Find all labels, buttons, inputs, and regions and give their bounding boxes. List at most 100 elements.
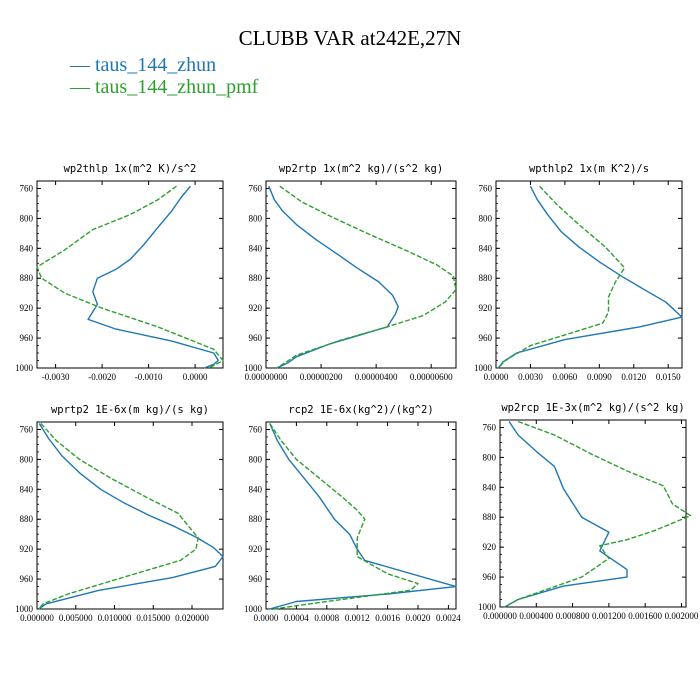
panel-title: rcp2 1E-6x(kg^2)/(kg^2) [288,404,433,416]
series-line-taus_144_zhun_pmf [36,185,224,369]
panel-title: wp2thlp 1x(m^2 K)/s^2 [64,163,197,175]
y-tick-label: 840 [483,482,497,492]
x-tick-label: -0.0010 [135,372,163,382]
y-tick-label: 760 [479,183,493,193]
y-tick-label: 1000 [478,602,497,612]
plot-frame [499,419,687,608]
panel-4: wprtp2 1E-6x(m kg)/(s kg) 760 800 840 880 920… [15,404,224,623]
y-tick-label: 960 [249,333,263,343]
y-tick-label: 1000 [15,604,34,614]
x-tick-label: 0.001200 [592,611,626,621]
y-tick-label: 920 [20,544,34,554]
y-tick-label: 840 [479,243,493,253]
y-tick-label: 960 [483,572,497,582]
series-line-taus_144_zhun_pmf [276,185,457,369]
x-tick-label: 0.0120 [621,372,646,382]
x-tick-label: 0.010000 [98,613,132,623]
x-tick-label: 0.000800 [556,611,590,621]
x-tick-label: 0.0012 [345,613,370,623]
y-tick-label: 760 [483,422,497,432]
series-line-taus_144_zhun_pmf [269,423,419,610]
panel-6: wp2rcp 1E-3x(m^2 kg)/(s^2 kg) 760 800 840 88… [478,402,699,621]
x-tick-label: 0.0004 [284,613,309,623]
y-tick-label: 760 [20,424,34,434]
y-tick-label: 880 [249,514,263,524]
panel-title: wp2rtp 1x(m^2 kg)/(s^2 kg) [279,163,443,175]
y-tick-label: 800 [20,213,34,223]
y-tick-label: 800 [249,454,263,464]
y-tick-label: 920 [479,303,493,313]
y-tick-label: 880 [20,273,34,283]
panel-title: wprtp2 1E-6x(m kg)/(s kg) [51,404,209,416]
y-tick-label: 960 [20,574,34,584]
legend: — taus_144_zhun — taus_144_zhun_pmf [70,54,258,98]
x-tick-label: 0.0000 [183,372,208,382]
series-line-taus_144_zhun [269,423,457,610]
x-tick-label: 0.00000200 [300,372,343,382]
x-tick-label: 0.0020 [406,613,431,623]
y-tick-label: 1000 [15,363,34,373]
legend-item-zhun-pmf: — taus_144_zhun_pmf [70,76,258,98]
y-tick-label: 1000 [474,363,493,373]
x-tick-label: 0.0000 [254,613,279,623]
y-tick-label: 920 [20,303,34,313]
x-tick-label: 0.00000000 [245,372,288,382]
panel-title: wpthlp2 1x(m K^2)/s [529,163,649,175]
y-tick-label: 960 [479,333,493,343]
x-tick-label: 0.00000600 [410,372,453,382]
y-tick-label: 960 [20,333,34,343]
legend-label-zhun: — taus_144_zhun [70,54,217,76]
y-tick-label: 840 [249,243,263,253]
series-line-taus_144_zhun_pmf [37,423,199,610]
x-tick-label: 0.000000 [20,613,54,623]
y-tick-label: 880 [479,273,493,283]
y-tick-label: 880 [20,514,34,524]
y-tick-label: 800 [249,213,263,223]
x-tick-label: 0.00000400 [355,372,398,382]
plot-frame [36,421,224,610]
y-tick-label: 920 [249,303,263,313]
x-tick-label: -0.0030 [42,372,70,382]
x-tick-label: 0.000400 [519,611,553,621]
y-tick-label: 760 [249,183,263,193]
x-tick-label: 0.000000 [483,611,517,621]
x-tick-label: 0.001600 [628,611,662,621]
x-tick-label: 0.0024 [436,613,461,623]
y-tick-label: 760 [20,183,34,193]
plot-frame [495,180,683,369]
y-tick-label: 920 [249,544,263,554]
series-line-taus_144_zhun [38,423,224,610]
x-tick-label: -0.0020 [88,372,116,382]
series-line-taus_144_zhun [504,421,628,608]
x-tick-label: 0.0008 [314,613,339,623]
y-tick-label: 920 [483,542,497,552]
x-tick-label: 0.005000 [59,613,93,623]
y-tick-label: 760 [249,424,263,434]
y-tick-label: 800 [20,454,34,464]
y-tick-label: 840 [249,484,263,494]
y-tick-label: 800 [483,452,497,462]
series-line-taus_144_zhun_pmf [504,420,692,608]
y-tick-label: 1000 [244,604,263,614]
x-tick-label: 0.002000 [665,611,699,621]
panel-5: rcp2 1E-6x(kg^2)/(kg^2) 760 800 840 880 920 96… [244,404,461,623]
legend-item-zhun: — taus_144_zhun [70,54,258,76]
x-tick-label: 0.015000 [136,613,170,623]
y-tick-label: 880 [483,512,497,522]
series-line-taus_144_zhun [87,185,220,369]
x-tick-label: 0.0150 [656,372,681,382]
panel-title: wp2rcp 1E-3x(m^2 kg)/(s^2 kg) [501,402,684,414]
series-line-taus_144_zhun [268,185,399,369]
x-tick-label: 0.0000 [484,372,509,382]
x-tick-label: 0.0016 [375,613,400,623]
y-tick-label: 840 [20,243,34,253]
y-tick-label: 1000 [244,363,263,373]
x-tick-label: 0.0030 [518,372,543,382]
x-tick-label: 0.020000 [175,613,209,623]
panel-2: wp2rtp 1x(m^2 kg)/(s^2 kg) 760 800 840 880 92… [244,163,457,382]
plot-frame [36,180,224,369]
series-line-taus_144_zhun [497,185,683,369]
plot-frame [265,421,457,610]
